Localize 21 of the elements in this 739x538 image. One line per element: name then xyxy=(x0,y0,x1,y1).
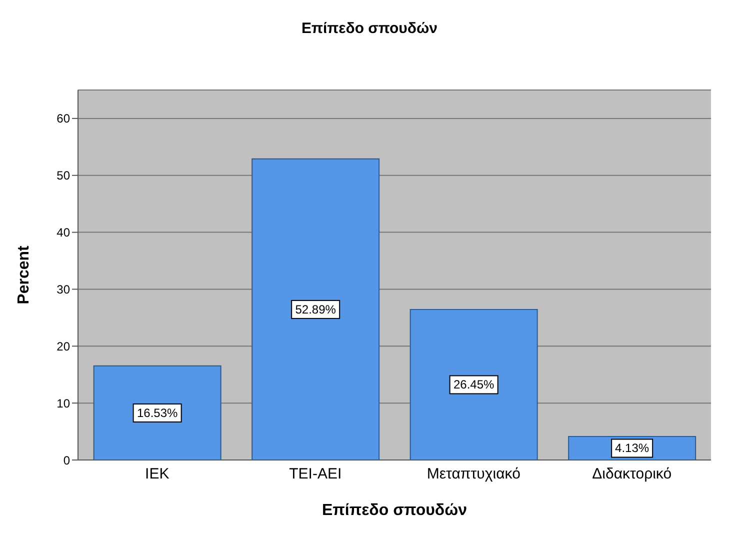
bar xyxy=(410,308,538,460)
y-tick-label: 50 xyxy=(56,168,70,183)
y-tick-label: 10 xyxy=(56,396,70,410)
y-tick-label: 0 xyxy=(63,453,70,468)
y-tick-label: 20 xyxy=(56,339,70,354)
chart-title: Επίπεδο σπουδών xyxy=(300,19,439,39)
bar xyxy=(93,365,222,460)
data-label: 26.45% xyxy=(453,378,495,392)
data-label: 16.53% xyxy=(136,406,178,420)
x-tick-label: Διδακτορικό xyxy=(592,466,672,483)
x-tick-label: ΤΕΙ-ΑΕΙ xyxy=(289,466,342,483)
y-tick-label: 60 xyxy=(56,112,70,126)
y-tick-label: 40 xyxy=(56,226,70,240)
y-tick-label: 30 xyxy=(56,282,70,296)
x-tick-label: Μεταπτυχιακό xyxy=(426,466,520,483)
bar xyxy=(252,158,380,460)
data-label: 4.13% xyxy=(615,441,650,456)
x-axis-title: Επίπεδο σπουδών xyxy=(322,502,468,519)
data-label: 52.89% xyxy=(295,302,336,316)
y-axis-title: Percent xyxy=(16,244,33,304)
x-tick-label: ΙΕΚ xyxy=(145,466,170,483)
